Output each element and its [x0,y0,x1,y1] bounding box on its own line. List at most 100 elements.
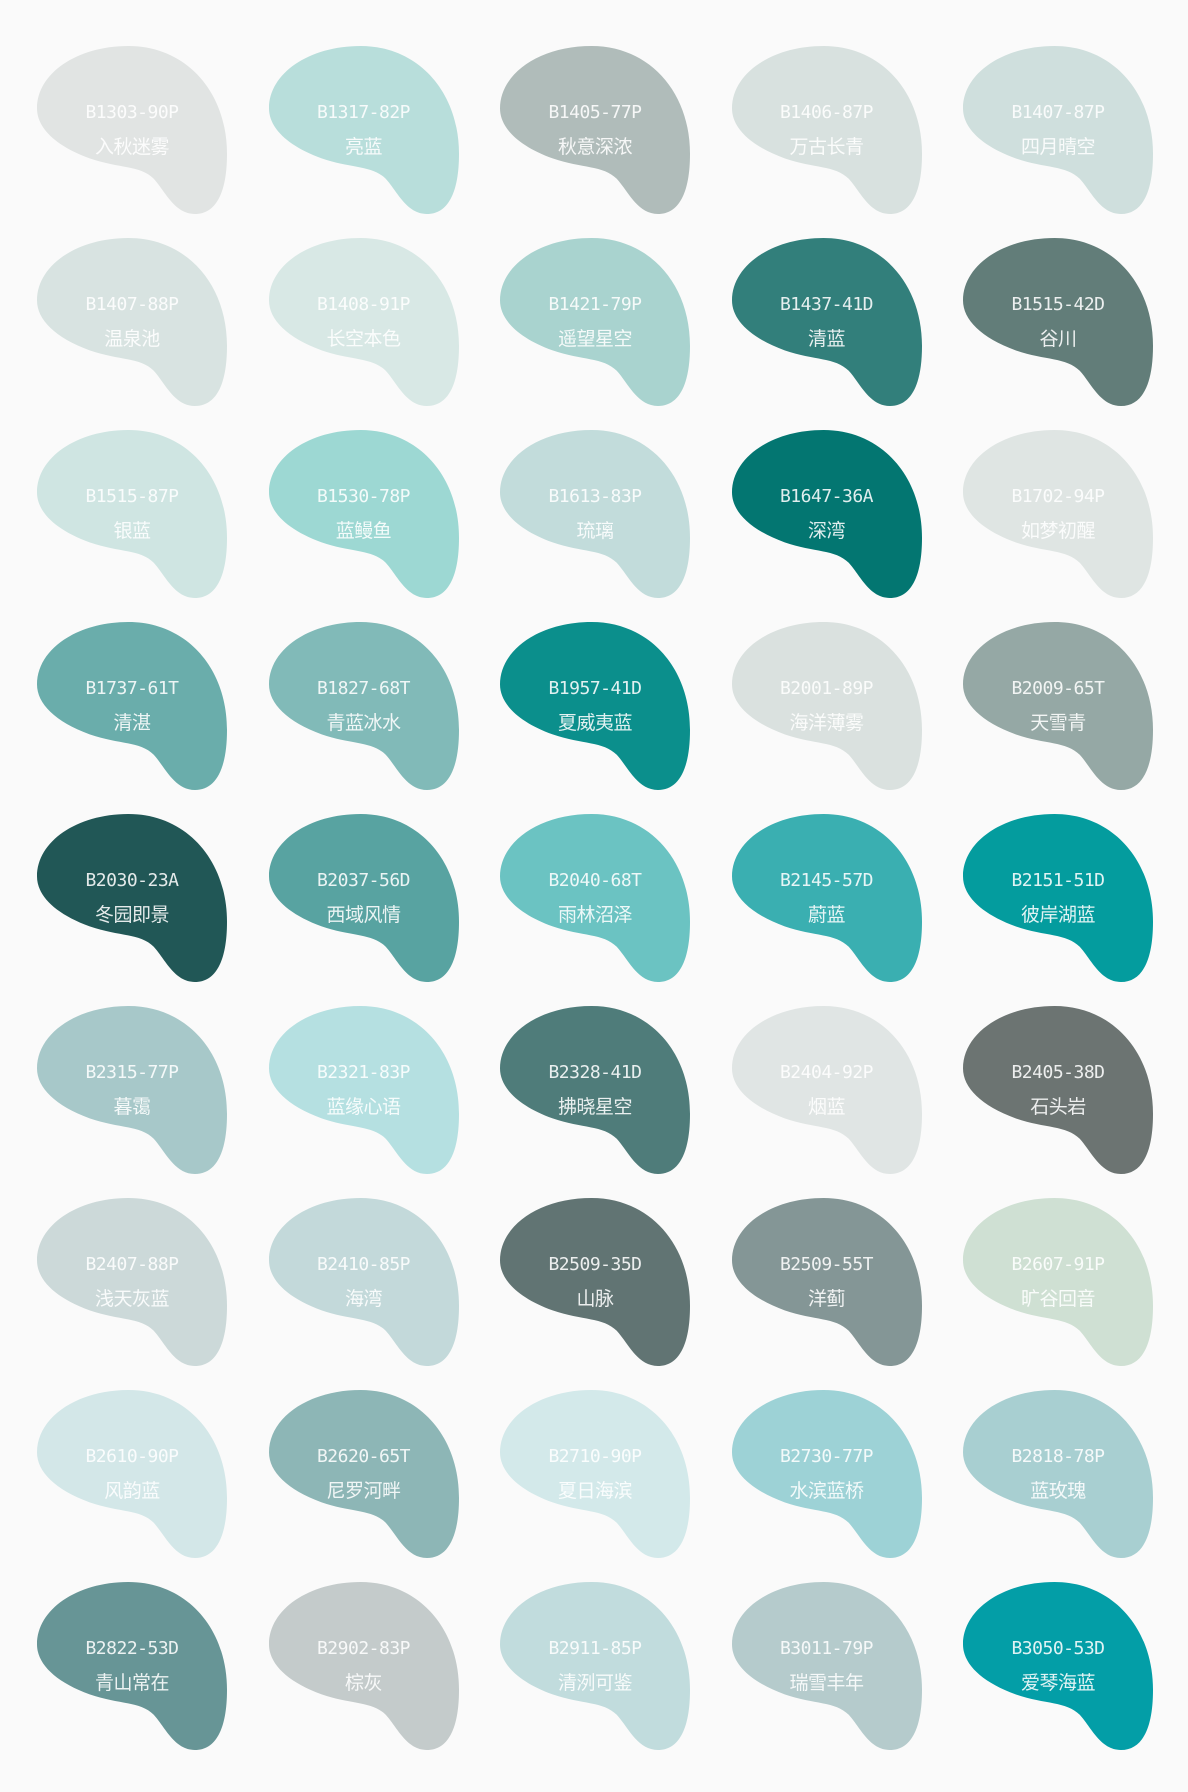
swatch-blob [500,430,690,598]
swatch-name: 长空本色 [326,328,401,350]
swatch-name: 清蓝 [807,328,846,350]
swatch-name: 拂晓星空 [557,1096,633,1118]
swatch-blob [37,238,227,406]
swatch-name: 蔚蓝 [807,904,846,926]
swatch-code: B2315-77P [85,1062,179,1083]
swatch-name: 雨林沼泽 [557,904,633,926]
color-swatch: B2405-38D 石头岩 [963,1006,1153,1174]
swatch-name: 清洌可鉴 [557,1672,633,1694]
color-swatch: B2620-65T 尼罗河畔 [268,1390,459,1558]
swatch-blob [731,1006,922,1174]
swatch-name: 蓝鳗鱼 [335,520,392,542]
swatch-code: B1406-87P [779,102,874,123]
swatch-code: B1702-94P [1011,486,1105,507]
swatch-blob [37,1006,227,1174]
color-swatch: B1407-88P 温泉池 [37,238,227,406]
swatch-code: B2030-23A [85,870,179,891]
swatch-code: B1530-78P [316,486,411,507]
swatch-blob [37,1582,227,1750]
swatch-blob [37,46,227,214]
swatch-name: 四月晴空 [1020,136,1096,158]
swatch-blob [500,1390,690,1558]
swatch-blob [268,814,459,982]
swatch-blob [963,622,1153,790]
swatch-name: 蓝玫瑰 [1030,1480,1086,1502]
swatch-blob [963,1390,1153,1558]
swatch-name: 棕灰 [344,1672,383,1694]
swatch-name: 尼罗河畔 [326,1480,401,1502]
swatch-code: B2145-57D [779,870,874,891]
color-swatch: B2407-88P 浅天灰蓝 [37,1198,227,1366]
swatch-code: B2151-51D [1011,870,1105,891]
swatch-blob [268,622,459,790]
swatch-code: B2404-92P [779,1062,874,1083]
color-swatch: B2822-53D 青山常在 [37,1582,227,1750]
color-swatch: B2911-85P 清洌可鉴 [500,1582,690,1750]
swatch-code: B1613-83P [548,486,642,507]
swatch-code: B2730-77P [779,1446,874,1467]
color-swatch: B1530-78P 蓝鳗鱼 [268,430,459,598]
swatch-blob [37,1198,227,1366]
swatch-blob [731,430,922,598]
swatch-name: 夏威夷蓝 [557,712,633,734]
swatch-name: 风韵蓝 [104,1480,160,1502]
swatch-code: B2410-85P [316,1254,411,1275]
swatch-code: B2509-35D [548,1254,642,1275]
swatch-code: B1827-68T [316,678,411,699]
swatch-code: B2902-83P [316,1638,411,1659]
color-swatch: B2001-89P 海洋薄雾 [731,622,922,790]
swatch-name: 瑞雪丰年 [789,1672,864,1694]
swatch-name: 彼岸湖蓝 [1020,904,1096,926]
swatch-blob [268,1390,459,1558]
swatch-code: B2610-90P [85,1446,179,1467]
color-swatch: B1515-42D 谷川 [963,238,1153,406]
color-swatch: B1515-87P 银蓝 [37,430,227,598]
color-swatch: B1405-77P 秋意深浓 [500,46,690,214]
color-swatch: B1827-68T 青蓝冰水 [268,622,459,790]
swatch-name: 如梦初醒 [1020,520,1096,542]
swatch-blob [731,1390,922,1558]
color-swatch: B2818-78P 蓝玫瑰 [963,1390,1153,1558]
swatch-name: 遥望星空 [557,328,633,350]
swatch-blob [731,46,922,214]
swatch-code: B2321-83P [316,1062,411,1083]
swatch-code: B2040-68T [548,870,642,891]
swatch-blob [500,46,690,214]
color-swatch: B2037-56D 西域风情 [268,814,459,982]
swatch-name: 亮蓝 [344,136,383,158]
swatch-code: B1957-41D [548,678,642,699]
swatch-blob [268,1006,459,1174]
swatch-blob [268,430,459,598]
color-swatch: B1737-61T 清湛 [37,622,227,790]
color-swatch: B2040-68T 雨林沼泽 [500,814,690,982]
color-swatch: B1407-87P 四月晴空 [963,46,1153,214]
color-swatch: B2328-41D 拂晓星空 [500,1006,690,1174]
color-swatch: B2030-23A 冬园即景 [37,814,227,982]
swatch-blob [500,1006,690,1174]
color-swatch: B1957-41D 夏威夷蓝 [500,622,690,790]
swatch-name: 水滨蓝桥 [789,1480,864,1502]
swatch-code: B1405-77P [548,102,642,123]
swatch-name: 烟蓝 [807,1096,846,1118]
swatch-name: 山脉 [576,1288,614,1310]
swatch-blob [963,1198,1153,1366]
swatch-code: B2818-78P [1011,1446,1105,1467]
swatch-blob [500,1582,690,1750]
color-swatch: B3011-79P 瑞雪丰年 [731,1582,922,1750]
swatch-blob [963,814,1153,982]
swatch-blob [963,1582,1153,1750]
swatch-name: 浅天灰蓝 [94,1288,170,1310]
swatch-blob [37,814,227,982]
swatch-code: B2509-55T [779,1254,874,1275]
swatch-blob [731,622,922,790]
swatch-blob [963,238,1153,406]
swatch-code: B2407-88P [85,1254,179,1275]
swatch-name: 夏日海滨 [557,1480,633,1502]
swatch-blob [731,1582,922,1750]
color-swatch: B1317-82P 亮蓝 [268,46,459,214]
swatch-name: 清湛 [113,712,151,734]
swatch-blob [37,430,227,598]
swatch-blob [500,814,690,982]
swatch-blob [500,1198,690,1366]
swatch-blob [963,1006,1153,1174]
